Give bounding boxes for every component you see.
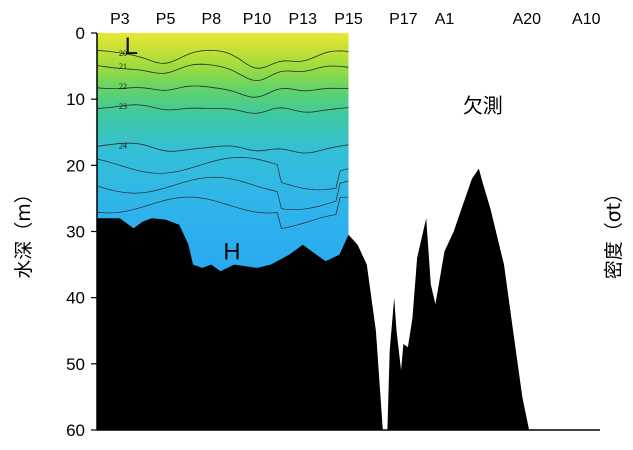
y-tick-label: 10	[66, 90, 85, 109]
station-label: P3	[110, 11, 130, 28]
isopycnal-lines: 20 21 22 23 24	[97, 49, 349, 229]
station-label: P5	[156, 11, 176, 28]
isopycnal-label: 23	[119, 102, 127, 111]
right-axis-title: 密度（σt）	[603, 184, 625, 280]
y-tick-label: 60	[66, 421, 85, 440]
station-label: A10	[572, 11, 601, 28]
seabed-profile	[97, 168, 530, 430]
isopycnal-23	[97, 104, 349, 114]
isopycnal-24	[97, 142, 349, 154]
seabed-layer	[97, 168, 530, 430]
isopycnal-line	[97, 157, 349, 191]
density-marker-h: H	[223, 238, 240, 265]
isopycnal-label: 20	[119, 49, 127, 58]
station-label: P10	[243, 11, 272, 28]
isopycnal-20	[97, 49, 349, 69]
isopycnal-line	[97, 176, 349, 211]
station-label: P8	[202, 11, 222, 28]
isopycnal-21	[97, 63, 349, 81]
isopycnal-line	[97, 196, 349, 229]
y-tick-label: 20	[66, 156, 85, 175]
y-tick-label: 0	[76, 24, 85, 43]
station-label: A1	[435, 11, 455, 28]
y-tick-label: 30	[66, 223, 85, 242]
station-label: A20	[513, 11, 542, 28]
isopycnal-22	[97, 85, 349, 98]
y-tick-label: 50	[66, 355, 85, 374]
station-label: P15	[334, 11, 363, 28]
y-axis-title: 水深（m）	[13, 184, 35, 279]
annotations: L H 欠測	[125, 33, 503, 265]
y-tick-label: 40	[66, 289, 85, 308]
isopycnal-label: 24	[119, 141, 127, 150]
density-marker-l: L	[125, 33, 138, 60]
missing-data-note: 欠測	[463, 93, 503, 117]
station-label: P17	[389, 11, 418, 28]
axes: 0 10 20 30 40 50 60 P3 P5 P8 P10 P13 P15 P17 A1 A20 A10 水…	[13, 11, 625, 440]
isopycnal-label: 21	[119, 62, 127, 71]
isopycnal-label: 22	[119, 82, 127, 91]
station-label: P13	[289, 11, 318, 28]
